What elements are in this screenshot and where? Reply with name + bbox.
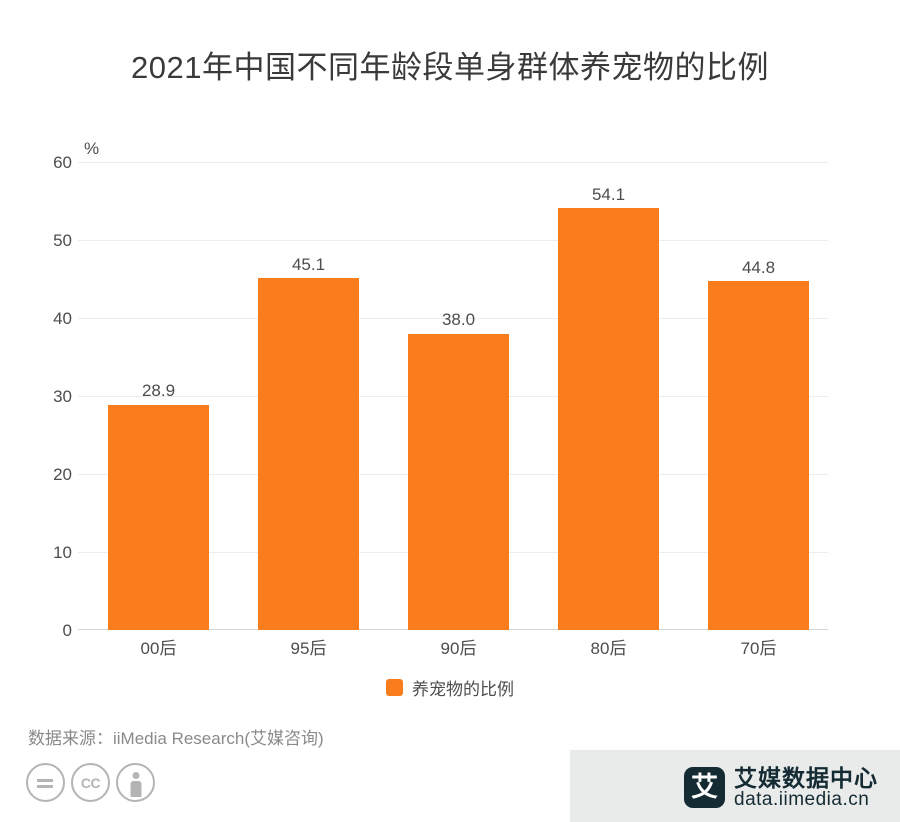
- attribution-icon: [116, 763, 155, 802]
- y-axis-tick-40: 40: [53, 309, 72, 328]
- no-derivatives-icon: [26, 763, 65, 802]
- bar-value-00hou: 28.9: [141, 381, 176, 400]
- x-axis-tick-95hou: 95后: [290, 639, 327, 658]
- attribution-body-shape: [130, 781, 141, 797]
- brand-url: data.iimedia.cn: [734, 789, 870, 811]
- bar-70hou[interactable]: [708, 280, 809, 630]
- brand-band: [570, 750, 900, 822]
- brand-mark-icon: 艾: [684, 767, 725, 809]
- bar-value-90hou: 38.0: [441, 310, 476, 329]
- x-axis-tick-80hou: 80后: [590, 639, 627, 658]
- y-axis-unit-label: %: [84, 139, 100, 158]
- bar-00hou[interactable]: [108, 404, 209, 630]
- chart-title: 2021年中国不同年龄段单身群体养宠物的比例: [131, 50, 769, 85]
- y-axis-tick-60: 60: [53, 153, 72, 172]
- brand-text: 艾媒数据中心 data.iimedia.cn: [734, 766, 878, 810]
- brand-name: 艾媒数据中心: [734, 764, 878, 791]
- bar-value-95hou: 45.1: [291, 255, 326, 274]
- brand-band-shape: [570, 750, 900, 822]
- brand-logo: 艾 艾媒数据中心 data.iimedia.cn: [684, 766, 878, 810]
- legend-swatch-icon: [386, 679, 403, 696]
- creative-commons-icon: CC: [71, 763, 110, 802]
- bar-value-70hou: 44.8: [741, 258, 776, 277]
- gridline-50: [78, 240, 828, 241]
- gridline-40: [78, 318, 828, 319]
- x-axis-tick-70hou: 70后: [740, 639, 777, 658]
- y-axis-tick-50: 50: [53, 231, 72, 250]
- y-axis-tick-0: 0: [62, 621, 72, 640]
- bar-value-80hou: 54.1: [591, 185, 626, 204]
- x-axis-tick-00hou: 00后: [140, 639, 177, 658]
- bar-95hou[interactable]: [258, 278, 359, 630]
- bar-80hou[interactable]: [558, 208, 659, 630]
- bar-90hou[interactable]: [408, 333, 509, 630]
- y-axis-tick-20: 20: [53, 465, 72, 484]
- x-axis-tick-90hou: 90后: [440, 639, 477, 658]
- legend-item-label[interactable]: 养宠物的比例: [412, 680, 514, 699]
- license-icons: CC: [26, 763, 155, 802]
- attribution-head-shape: [132, 772, 139, 779]
- chart-plot-region: % 60 50 40 30 20 10 0 28.9 45.1 38.0 54.…: [53, 139, 828, 658]
- data-source-text: 数据来源：iiMedia Research(艾媒咨询): [28, 729, 324, 748]
- gridline-60: [78, 162, 828, 163]
- plot-area: [78, 162, 828, 630]
- y-axis-tick-30: 30: [53, 387, 72, 406]
- y-axis-tick-10: 10: [53, 543, 72, 562]
- chart-legend: 养宠物的比例: [0, 675, 900, 700]
